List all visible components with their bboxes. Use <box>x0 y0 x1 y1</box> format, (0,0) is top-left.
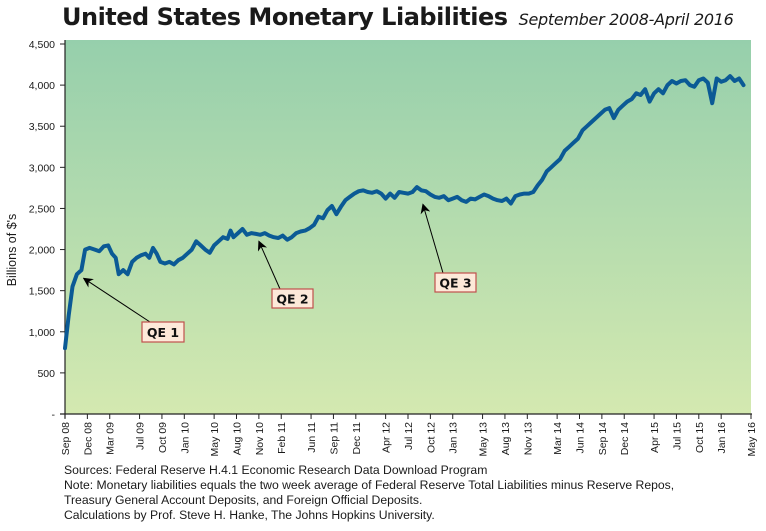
x-tick-label: Feb 11 <box>276 422 288 454</box>
x-tick-label: Jan 13 <box>448 422 460 454</box>
x-tick-label: Aug 13 <box>500 422 512 455</box>
annotation-box <box>434 272 477 293</box>
annotation-label: QE 3 <box>439 276 471 291</box>
y-axis-label: Billions of $'s <box>5 214 19 287</box>
x-tick-label: Sep 11 <box>328 422 340 455</box>
annotation-arrow <box>257 240 281 290</box>
x-tick-label: Dec 11 <box>351 422 363 455</box>
x-tick-label: Mar 14 <box>552 422 564 455</box>
x-tick-label: Oct 15 <box>694 422 706 453</box>
annotation-qe3: QE 3 <box>420 203 477 293</box>
x-tick-label: Dec 14 <box>619 422 631 455</box>
note-line-sources: Sources: Federal Reserve H.4.1 Economic … <box>64 463 488 477</box>
x-tick-label: Jan 16 <box>716 422 728 454</box>
chart-subtitle: September 2008-April 2016 <box>518 10 734 29</box>
x-tick-label: Mar 09 <box>105 422 117 455</box>
annotation-arrow <box>82 277 151 323</box>
x-tick-label: Dec 08 <box>82 422 94 455</box>
x-tick-label: Jan 10 <box>179 422 191 454</box>
x-tick-label: Oct 12 <box>425 422 437 453</box>
annotation-box <box>271 288 314 309</box>
note-line-definition-cont: Treasury General Account Deposits, and F… <box>64 493 423 507</box>
x-tick-label: May 13 <box>478 422 490 457</box>
series-line-monetary-liabilities <box>63 74 746 351</box>
x-tick-label: Aug 10 <box>232 422 244 455</box>
y-tick-label: 1,000 <box>29 327 55 339</box>
x-tick-label: Oct 09 <box>157 422 169 453</box>
source-notes: Sources: Federal Reserve H.4.1 Economic … <box>64 463 674 523</box>
x-tick-label: Jun 14 <box>575 422 587 454</box>
x-tick-label: May 10 <box>209 422 221 457</box>
x-tick-label: Jul 12 <box>403 422 415 450</box>
x-tick-label: Sep 08 <box>60 422 72 455</box>
x-tick-label: May 16 <box>746 422 758 457</box>
annotation-box <box>141 321 185 343</box>
chart-title: United States Monetary Liabilities <box>62 3 508 31</box>
y-tick-label: 3,000 <box>29 162 55 174</box>
x-tick-label: Jul 09 <box>135 422 147 450</box>
x-tick-label: Jul 15 <box>671 422 683 450</box>
annotation-qe2: QE 2 <box>257 240 314 309</box>
y-tick-label: 1,500 <box>29 286 55 298</box>
series-group <box>63 74 746 351</box>
x-tick-label: Apr 15 <box>649 422 661 453</box>
chart-title-block: United States Monetary Liabilities Septe… <box>62 3 734 31</box>
x-tick-label: Sep 14 <box>597 422 609 455</box>
annotation-label: QE 2 <box>276 292 308 307</box>
note-line-definition: Note: Monetary liabilities equals the tw… <box>64 478 675 492</box>
x-tick-label: Nov 13 <box>522 422 534 455</box>
y-tick-label: 2,500 <box>29 203 55 215</box>
x-tick-label: Nov 10 <box>254 422 266 455</box>
annotation-label: QE 1 <box>147 325 179 340</box>
y-tick-label: 4,500 <box>29 39 55 51</box>
x-tick-label: Jun 11 <box>306 422 318 453</box>
annotation-arrow <box>420 203 444 274</box>
y-tick-label: 500 <box>37 368 55 380</box>
x-axis: Sep 08 Dec 08 Mar 09 Jul 09 Oct 09 Jan 10 May … <box>60 413 758 457</box>
y-tick-label: - <box>52 409 56 421</box>
y-tick-label: 2,000 <box>29 245 55 257</box>
y-tick-label: 4,000 <box>29 80 55 92</box>
note-line-credits: Calculations by Prof. Steve H. Hanke, Th… <box>64 508 435 522</box>
annotation-qe1: QE 1 <box>82 277 185 343</box>
plot-area <box>65 40 751 414</box>
x-tick-label: Apr 12 <box>381 422 393 453</box>
y-axis: - 500 1,000 1,500 2,000 2,500 3,000 3,500 4,000 4… <box>29 39 66 421</box>
y-tick-label: 3,500 <box>29 121 55 133</box>
annotations-group: QE 1 QE 2 QE 3 <box>82 203 477 343</box>
